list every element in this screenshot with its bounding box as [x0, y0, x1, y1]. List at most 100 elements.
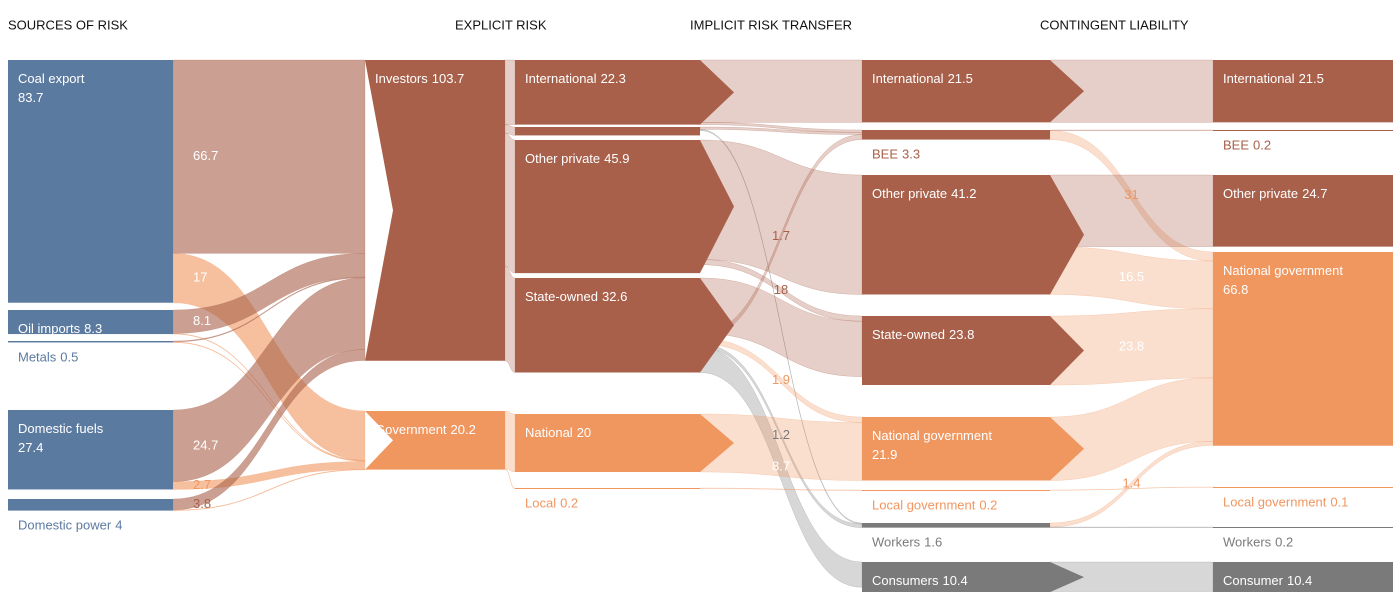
node	[1213, 527, 1393, 528]
link-label: 18	[774, 282, 788, 297]
node-value: 22.3	[601, 71, 626, 86]
node-label: International 21.5	[1223, 71, 1324, 86]
node-name: Local government	[1223, 495, 1327, 510]
node-label: National government 66.8	[1223, 263, 1343, 297]
node-value: 21.9	[872, 447, 897, 462]
link	[504, 59, 516, 125]
node-label: Oil imports 8.3	[18, 321, 102, 336]
node	[862, 417, 1084, 481]
node-label: Domestic fuels 27.4	[18, 421, 104, 455]
node-label: Consumer 10.4	[1223, 573, 1312, 588]
node-name: Consumers	[872, 573, 939, 588]
link-label: 17	[193, 270, 207, 285]
node-value: 103.7	[432, 71, 465, 86]
link-label: 1.9	[772, 372, 790, 387]
link	[699, 487, 863, 491]
node	[862, 562, 1084, 592]
node-value: 8.3	[84, 321, 102, 336]
node	[1213, 487, 1393, 488]
node	[8, 310, 173, 335]
node-value: 0.5	[60, 350, 78, 365]
node-value: 0.1	[1330, 495, 1348, 510]
node	[8, 60, 173, 303]
node-name: National government	[872, 428, 992, 443]
link-label: 8.1	[193, 313, 211, 328]
node-label: National government 21.9	[872, 428, 992, 462]
node-name: Oil imports	[18, 321, 81, 336]
node-name: BEE	[1223, 138, 1249, 153]
node-label: Local government 0.1	[1223, 495, 1348, 510]
node	[1213, 562, 1393, 592]
node-label: BEE 3.3	[872, 147, 920, 162]
node-value: 32.6	[602, 289, 627, 304]
node-value: 0.2	[1275, 535, 1293, 550]
node	[1213, 60, 1393, 123]
node-label: International 21.5	[872, 71, 973, 86]
node-name: International	[1223, 71, 1295, 86]
node-value: 41.2	[951, 186, 976, 201]
node-value: 1.6	[924, 535, 942, 550]
node	[1213, 130, 1393, 131]
node	[515, 414, 734, 472]
node-value: 4	[115, 518, 122, 533]
node-value: 23.8	[949, 327, 974, 342]
node-name: Other private	[1223, 186, 1298, 201]
node	[862, 523, 1050, 528]
node-value: 20.2	[451, 422, 476, 437]
node-label: Local 0.2	[525, 496, 578, 511]
link-label: 2.7	[193, 477, 211, 492]
node-name: Other private	[872, 186, 947, 201]
link-label: 1.4	[1122, 476, 1140, 491]
column-header: CONTINGENT LIABILITY	[1040, 17, 1189, 32]
node-label: BEE 0.2	[1223, 138, 1271, 153]
node-value: 20	[577, 425, 591, 440]
node-value: 0.2	[1253, 138, 1271, 153]
node-label: Workers 1.6	[872, 535, 942, 550]
link	[504, 265, 516, 373]
node-label: State-owned 23.8	[872, 327, 974, 342]
link-label: 3.8	[193, 496, 211, 511]
node	[515, 60, 734, 125]
node	[1213, 175, 1393, 247]
node	[862, 175, 1084, 295]
node	[365, 60, 505, 361]
node-label: Local government 0.2	[872, 498, 997, 513]
node-name: National	[525, 425, 573, 440]
link	[504, 132, 516, 274]
node	[515, 488, 700, 489]
node-name: Coal export	[18, 71, 85, 86]
node-name: Government	[375, 422, 447, 437]
node-name: State-owned	[872, 327, 945, 342]
node-value: 3.3	[902, 147, 920, 162]
node-label: Investors 103.7	[375, 71, 464, 86]
node-label: Coal export 83.7	[18, 71, 85, 105]
node-label: State-owned 32.6	[525, 289, 627, 304]
node-value: 10.4	[942, 573, 967, 588]
node	[8, 410, 173, 490]
node-name: International	[525, 71, 597, 86]
node-value: 21.5	[948, 71, 973, 86]
node-label: Metals 0.5	[18, 350, 78, 365]
link	[1049, 561, 1214, 592]
link-label: 66.7	[193, 148, 218, 163]
node-label: Workers 0.2	[1223, 535, 1293, 550]
node	[515, 278, 734, 373]
column-header: IMPLICIT RISK TRANSFER	[690, 17, 852, 32]
link-label: 1.2	[772, 427, 790, 442]
node-name: BEE	[872, 147, 898, 162]
node	[862, 130, 1050, 140]
node-name: Domestic fuels	[18, 421, 104, 436]
node-label: Other private 45.9	[525, 151, 629, 166]
link	[1049, 129, 1214, 131]
node	[862, 490, 1050, 491]
link-label: 24.7	[193, 437, 218, 452]
node-name: Other private	[525, 151, 600, 166]
link	[172, 349, 366, 511]
node	[365, 411, 505, 470]
link	[172, 469, 366, 511]
node-name: Workers	[872, 535, 921, 550]
node-value: 27.4	[18, 440, 43, 455]
node	[8, 341, 173, 343]
column-header: EXPLICIT RISK	[455, 17, 547, 32]
